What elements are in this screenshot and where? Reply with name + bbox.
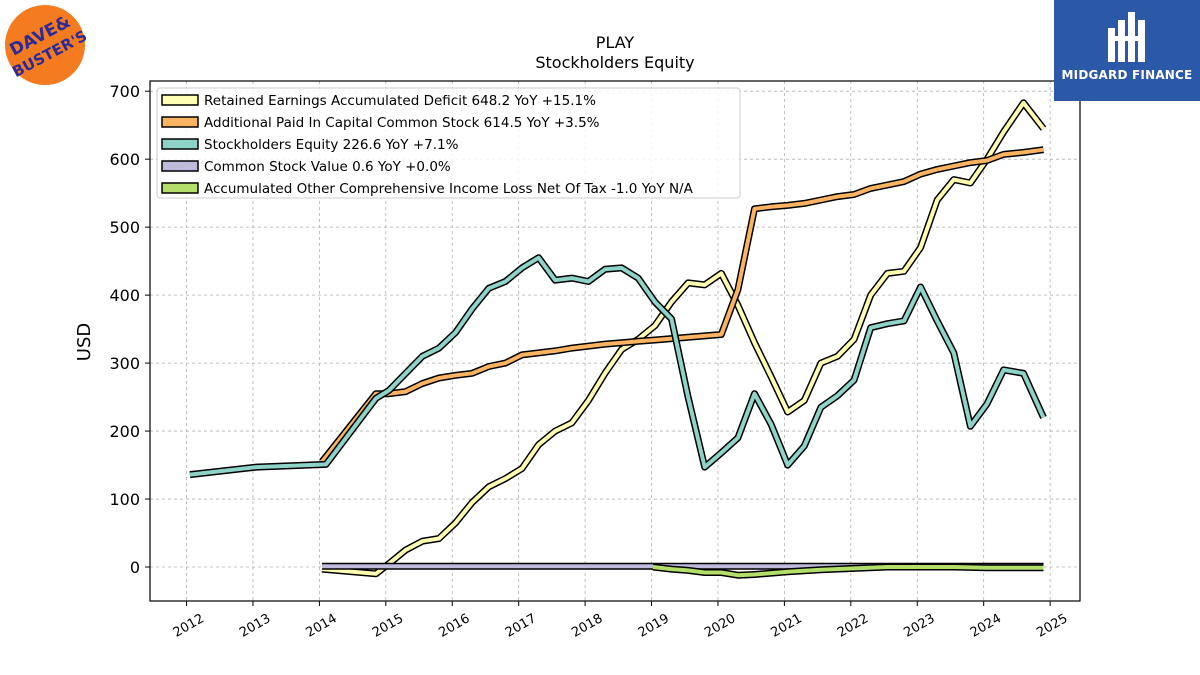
series-lines [189,99,1047,579]
series-4 [652,563,1044,579]
series-2 [189,254,1047,479]
x-tick-label: 2023 [901,611,937,641]
legend-label: Stockholders Equity 226.6 YoY +7.1% [204,137,459,153]
y-tick-label: 400 [109,286,140,305]
dave-and-busters-logo: DAVE& BUSTER'S [4,4,90,86]
chart-subtitle: Stockholders Equity [535,53,694,72]
y-tick-label: 200 [109,422,140,441]
legend-label: Accumulated Other Comprehensive Income L… [204,181,694,197]
x-tick-label: 2012 [171,611,207,641]
series-1 [319,146,1044,464]
x-tick-label: 2017 [503,611,539,641]
x-tick-label: 2013 [237,611,273,641]
chart-title: PLAY [596,33,635,52]
legend-swatch [161,160,199,172]
x-tick-label: 2019 [636,611,672,641]
x-tick-label: 2021 [769,611,805,641]
series-line [320,147,1044,463]
y-axis-ticks: 0 100 200 300 400 500 600 700 [109,82,150,577]
y-tick-label: 500 [109,218,140,237]
legend-swatch [161,116,199,128]
series-0 [321,99,1047,578]
legend: Retained Earnings Accumulated Deficit 64… [156,87,741,199]
x-tick-label: 2020 [702,611,738,641]
legend-swatch [161,138,199,150]
x-axis-ticks: 2012 2013 2014 2015 2016 2017 2018 2019 2020 2021… [171,601,1070,641]
x-tick-label: 2025 [1034,611,1070,641]
legend-swatch [161,94,199,106]
x-tick-label: 2022 [835,611,871,641]
x-tick-label: 2015 [370,611,406,641]
legend-label: Common Stock Value 0.6 YoY +0.0% [204,159,451,175]
y-axis-label: USD [74,323,95,361]
series-line [189,255,1046,477]
x-tick-label: 2024 [968,611,1004,641]
series-line [652,565,1044,578]
y-tick-label: 600 [109,150,140,169]
legend-label: Additional Paid In Capital Common Stock … [204,115,600,131]
midgard-mark-icon [1054,8,1200,70]
legend-label: Retained Earnings Accumulated Deficit 64… [204,93,596,109]
x-tick-label: 2016 [436,611,472,641]
series-line [321,100,1046,576]
legend-swatch [161,182,199,194]
y-tick-label: 0 [130,558,140,577]
y-tick-label: 100 [109,490,140,509]
plot-frame [149,80,1081,602]
midgard-finance-logo: MIDGARD FINANCE [1054,0,1200,101]
midgard-finance-label: MIDGARD FINANCE [1061,68,1193,82]
y-tick-label: 300 [109,354,140,373]
x-tick-label: 2014 [304,611,340,641]
x-tick-label: 2018 [569,611,605,641]
series-line-outline [189,254,1047,479]
legend-box [156,87,741,199]
y-tick-label: 700 [109,82,140,101]
